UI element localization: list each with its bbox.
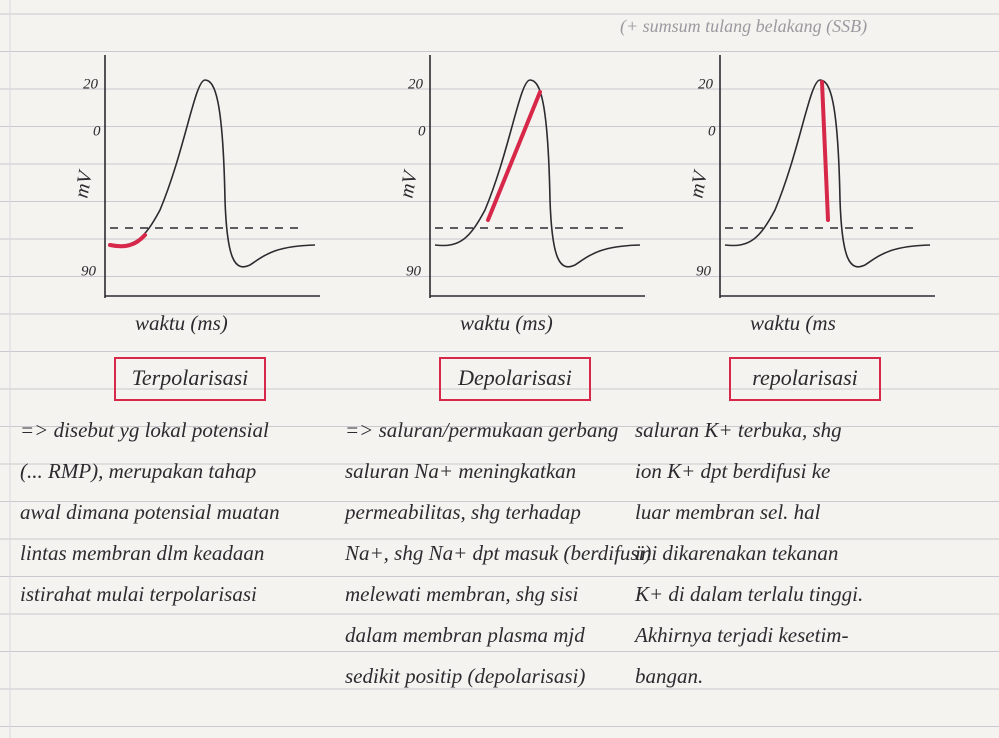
x-axis-label: waktu (ms) — [460, 311, 553, 335]
note-line: => saluran/permukaan gerbang — [345, 418, 618, 442]
note-line: ini dikarenakan tekanan — [635, 541, 838, 565]
note-line: Na+, shg Na+ dpt masuk (berdifusi) — [344, 541, 651, 565]
title-box — [439, 357, 591, 401]
note-line: (... RMP), merupakan tahap — [20, 459, 256, 483]
note-line: luar membran sel. hal — [635, 500, 821, 524]
y-tick-label: 90 — [406, 263, 422, 279]
x-axis-label: waktu (ms) — [135, 311, 228, 335]
title-box — [729, 357, 881, 401]
note-line: lintas membran dlm keadaan — [20, 541, 264, 565]
note-line: bangan. — [635, 664, 703, 688]
x-axis-label: waktu (ms — [750, 311, 836, 335]
note-line: saluran K+ terbuka, shg — [635, 418, 842, 442]
note-line: ion K+ dpt berdifusi ke — [635, 459, 830, 483]
note-line: sedikit positip (depolarisasi) — [345, 664, 585, 688]
action-potential-curve — [109, 79, 316, 268]
header-note: (+ sumsum tulang belakang (SSB) — [620, 16, 867, 37]
panel-title: Depolarisasi — [457, 365, 572, 390]
note-line: istirahat mulai terpolarisasi — [20, 582, 257, 606]
y-tick-label: 20 — [83, 76, 99, 92]
highlight — [486, 90, 542, 222]
action-potential-curve — [724, 79, 931, 268]
y-tick-label: 90 — [81, 263, 97, 279]
title-box — [114, 357, 266, 401]
note-line: saluran Na+ meningkatkan — [345, 459, 576, 483]
y-tick-label: 0 — [93, 123, 101, 139]
highlight — [820, 80, 830, 222]
highlight — [108, 233, 147, 249]
y-tick-label: 0 — [418, 123, 426, 139]
y-tick-label: 20 — [698, 76, 714, 92]
note-line: melewati membran, shg sisi — [345, 582, 578, 606]
y-tick-label: 20 — [408, 76, 424, 92]
note-line: => disebut yg lokal potensial — [20, 418, 269, 442]
note-line: dalam membran plasma mjd — [345, 623, 585, 647]
note-line: K+ di dalam terlalu tinggi. — [634, 582, 863, 606]
y-tick-label: 90 — [696, 263, 712, 279]
panel-title: Terpolarisasi — [132, 365, 249, 390]
note-line: awal dimana potensial muatan — [20, 500, 280, 524]
note-line: permeabilitas, shg terhadap — [343, 500, 581, 524]
panel-title: repolarisasi — [752, 365, 858, 390]
y-tick-label: 0 — [708, 123, 716, 139]
note-line: Akhirnya terjadi kesetim- — [633, 623, 848, 647]
